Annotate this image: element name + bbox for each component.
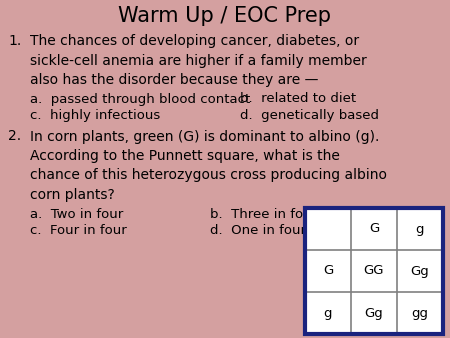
Text: 2.: 2. bbox=[8, 129, 21, 144]
Bar bbox=[305, 208, 443, 334]
Text: 1.: 1. bbox=[8, 34, 21, 48]
Text: The chances of developing cancer, diabetes, or: The chances of developing cancer, diabet… bbox=[30, 34, 359, 48]
Text: b.  Three in four: b. Three in four bbox=[210, 208, 317, 220]
Text: Warm Up / EOC Prep: Warm Up / EOC Prep bbox=[118, 6, 332, 26]
Text: G: G bbox=[369, 222, 379, 236]
Text: b.  related to diet: b. related to diet bbox=[240, 93, 356, 105]
Bar bbox=[305, 208, 443, 334]
Text: In corn plants, green (G) is dominant to albino (g).: In corn plants, green (G) is dominant to… bbox=[30, 129, 379, 144]
Text: Gg: Gg bbox=[410, 265, 429, 277]
Text: a.  passed through blood contact: a. passed through blood contact bbox=[30, 93, 250, 105]
Text: GG: GG bbox=[364, 265, 384, 277]
Text: gg: gg bbox=[411, 307, 428, 319]
Text: g: g bbox=[324, 307, 332, 319]
Text: According to the Punnett square, what is the: According to the Punnett square, what is… bbox=[30, 149, 340, 163]
Text: corn plants?: corn plants? bbox=[30, 188, 115, 202]
Text: g: g bbox=[416, 222, 424, 236]
Text: G: G bbox=[323, 265, 333, 277]
Text: d.  genetically based: d. genetically based bbox=[240, 110, 379, 122]
Text: a.  Two in four: a. Two in four bbox=[30, 208, 123, 220]
Text: sickle-cell anemia are higher if a family member: sickle-cell anemia are higher if a famil… bbox=[30, 53, 367, 68]
Text: c.  highly infectious: c. highly infectious bbox=[30, 110, 160, 122]
Text: Gg: Gg bbox=[364, 307, 383, 319]
Text: d.  One in four: d. One in four bbox=[210, 224, 306, 238]
Text: chance of this heterozygous cross producing albino: chance of this heterozygous cross produc… bbox=[30, 169, 387, 183]
Text: c.  Four in four: c. Four in four bbox=[30, 224, 127, 238]
Text: also has the disorder because they are —: also has the disorder because they are — bbox=[30, 73, 319, 87]
